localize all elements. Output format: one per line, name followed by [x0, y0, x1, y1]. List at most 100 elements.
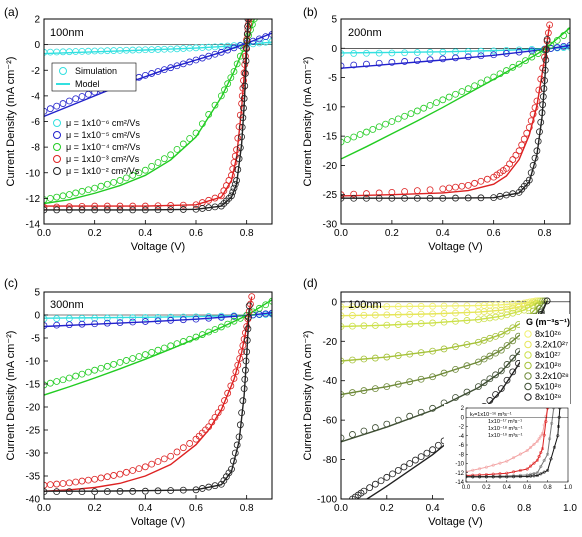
series-marker-4 — [240, 95, 248, 102]
series-marker-3 — [502, 164, 510, 172]
series-marker-4 — [238, 133, 246, 141]
series-marker-4 — [543, 46, 550, 54]
series-marker-1 — [230, 44, 238, 52]
series-marker-2 — [236, 314, 244, 322]
series-marker-4 — [417, 375, 425, 383]
panel-letter: (d) — [303, 276, 318, 290]
series-marker-3 — [129, 467, 137, 474]
y-tick-label: -80 — [323, 455, 338, 466]
series-marker-3 — [154, 458, 162, 465]
legend-label-0: 8x10²⁶ — [535, 329, 562, 339]
series-marker-1 — [192, 315, 200, 323]
legend-label-6: 8x10²⁸ — [535, 392, 562, 402]
series-marker-4 — [440, 369, 448, 377]
series-marker-1 — [560, 42, 568, 50]
series-marker-1 — [65, 97, 73, 105]
legend-label-1: μ = 1x10⁻⁵ cm²/Vs — [66, 130, 140, 140]
inset-x-tick-label: 0.8 — [543, 485, 552, 491]
series-marker-1 — [46, 105, 54, 113]
series-marker-3 — [214, 409, 222, 417]
series-marker-4 — [211, 203, 219, 211]
series-marker-3 — [53, 480, 61, 488]
series-marker-6 — [389, 470, 396, 478]
series-marker-3 — [247, 300, 254, 308]
y-tick-label: -20 — [323, 337, 338, 348]
legend-box-d — [520, 314, 570, 406]
series-marker-4 — [539, 93, 547, 101]
y-tick-label: 0 — [34, 311, 40, 322]
series-marker-5 — [406, 412, 414, 420]
series-marker-0 — [78, 47, 86, 55]
series-marker-6 — [509, 368, 517, 376]
plot-frame — [43, 291, 273, 500]
series-marker-2 — [522, 57, 529, 64]
series-marker-2 — [116, 358, 124, 366]
series-marker-3 — [512, 151, 520, 159]
series-marker-5 — [503, 361, 511, 368]
y-tick-label: -40 — [26, 495, 41, 506]
series-marker-4 — [229, 188, 237, 196]
inset-label-3: 1x10⁻¹⁹ m³s⁻¹ — [488, 432, 523, 439]
series-marker-2 — [84, 186, 92, 194]
series-marker-0 — [341, 303, 345, 311]
series-marker-3 — [91, 202, 99, 210]
series-marker-1 — [464, 53, 472, 61]
series-marker-3 — [239, 84, 247, 92]
series-marker-1 — [44, 322, 48, 329]
series-marker-2 — [179, 338, 187, 345]
series-marker-4 — [413, 194, 421, 202]
series-marker-2 — [401, 112, 409, 120]
series-marker-2 — [375, 123, 383, 131]
inset-marker-3 — [542, 470, 546, 474]
inset-marker-1 — [529, 464, 533, 468]
series-marker-1 — [186, 58, 194, 66]
series-marker-3 — [205, 423, 213, 431]
series-marker-4 — [241, 375, 249, 383]
series-marker-2 — [46, 194, 54, 202]
series-marker-3 — [224, 389, 232, 397]
inset-x-tick-label: 0.0 — [462, 485, 471, 491]
series-marker-4 — [205, 204, 213, 212]
inset-marker-0 — [478, 467, 482, 471]
series-marker-3 — [360, 355, 368, 363]
y-tick-label: -10 — [26, 357, 41, 368]
series-marker-2 — [211, 101, 219, 109]
panel-letter: (b) — [303, 5, 318, 19]
inset-marker-3 — [512, 475, 516, 479]
series-line-2 — [341, 27, 570, 160]
y-tick-label: -2 — [31, 66, 40, 77]
inset-y-tick-label: 2 — [461, 406, 465, 412]
legend-marker-6 — [524, 393, 532, 401]
series-marker-2 — [110, 178, 118, 186]
series-marker-3 — [241, 52, 249, 60]
series-marker-4 — [541, 77, 548, 84]
series-marker-2 — [388, 118, 396, 125]
series-marker-3 — [135, 465, 143, 473]
series-marker-1 — [167, 64, 175, 72]
series-marker-5 — [360, 427, 368, 435]
series-marker-4 — [543, 36, 551, 43]
series-marker-2 — [173, 145, 181, 153]
series-marker-5 — [383, 420, 391, 428]
inset-marker-1 — [535, 458, 539, 462]
inset-marker-1 — [512, 470, 516, 474]
series-marker-1 — [439, 55, 447, 63]
series-marker-2 — [46, 379, 54, 387]
inset-marker-3 — [498, 475, 502, 479]
series-marker-2 — [439, 96, 447, 104]
series-marker-4 — [211, 482, 219, 490]
x-axis-title: Voltage (V) — [428, 241, 482, 253]
series-marker-2 — [217, 323, 225, 331]
series-marker-2 — [502, 67, 510, 74]
series-marker-2 — [230, 68, 238, 75]
series-marker-2 — [524, 304, 532, 312]
series-marker-2 — [224, 80, 232, 88]
series-marker-3 — [544, 29, 552, 37]
series-marker-3 — [179, 444, 187, 452]
series-marker-3 — [341, 357, 345, 365]
series-marker-3 — [227, 382, 235, 390]
series-marker-2 — [59, 376, 67, 384]
series-marker-3 — [523, 129, 531, 137]
series-marker-5 — [429, 404, 437, 412]
series-marker-0 — [59, 48, 67, 56]
